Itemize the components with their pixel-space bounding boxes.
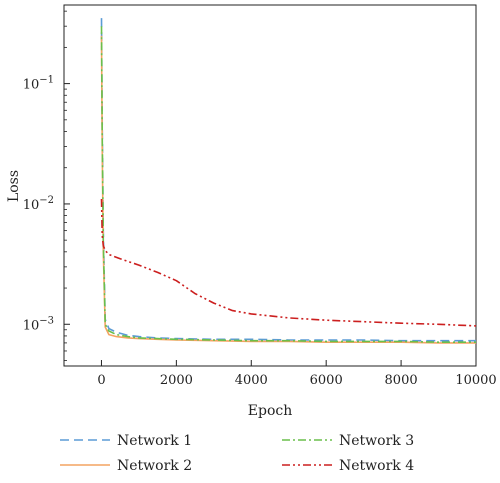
y-tick-label: 10−3 (23, 315, 54, 333)
y-axis: 10−3 10−2 10−1 (23, 10, 70, 361)
x-tick-label: 6000 (310, 373, 343, 388)
x-axis-label: Epoch (248, 403, 292, 419)
series-line-network-4 (100, 198, 477, 327)
legend-item-network-4: Network 4 (282, 458, 414, 474)
x-tick-label: 4000 (235, 373, 268, 388)
legend-label: Network 1 (117, 433, 192, 449)
legend-item-network-1: Network 1 (60, 433, 192, 449)
series-lines (100, 18, 477, 344)
legend-item-network-2: Network 2 (60, 458, 192, 474)
y-tick-label: 10−2 (23, 195, 54, 213)
x-axis: 0 2000 4000 6000 8000 10000 (97, 360, 497, 388)
legend-label: Network 4 (339, 458, 414, 474)
y-axis-label: Loss (6, 170, 22, 202)
x-tick-label: 8000 (385, 373, 418, 388)
series-line-network-1 (100, 18, 476, 342)
legend-label: Network 2 (117, 458, 192, 474)
series-line-network-3 (100, 26, 476, 344)
plot-frame (63, 4, 477, 367)
y-tick-label: 10−1 (23, 75, 54, 93)
legend-label: Network 3 (339, 433, 414, 449)
x-tick-label: 10000 (455, 373, 496, 388)
legend-item-network-3: Network 3 (282, 433, 414, 449)
x-tick-label: 2000 (160, 373, 193, 388)
x-tick-label: 0 (97, 373, 105, 388)
series-line-network-2 (100, 35, 476, 344)
legend: Network 1 Network 2 Network 3 Network 4 (60, 433, 414, 474)
